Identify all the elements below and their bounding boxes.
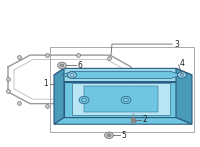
Polygon shape xyxy=(54,68,192,82)
Circle shape xyxy=(124,98,128,102)
Text: 4: 4 xyxy=(180,59,185,69)
Circle shape xyxy=(180,74,184,76)
Polygon shape xyxy=(176,68,192,124)
Circle shape xyxy=(58,62,66,69)
Circle shape xyxy=(121,96,131,104)
Circle shape xyxy=(107,134,111,137)
Circle shape xyxy=(178,72,186,78)
Bar xyxy=(50,47,194,132)
Text: 6: 6 xyxy=(77,61,82,70)
Text: 2: 2 xyxy=(142,115,147,124)
Circle shape xyxy=(79,96,89,104)
Circle shape xyxy=(82,98,86,102)
Polygon shape xyxy=(64,82,176,118)
Circle shape xyxy=(60,64,64,67)
Polygon shape xyxy=(62,71,182,79)
Text: 3: 3 xyxy=(174,40,179,49)
Circle shape xyxy=(70,74,74,76)
Polygon shape xyxy=(84,86,158,112)
Polygon shape xyxy=(54,118,192,124)
Circle shape xyxy=(68,72,76,78)
Polygon shape xyxy=(54,68,64,124)
Text: 5: 5 xyxy=(121,131,126,140)
Text: 1: 1 xyxy=(43,79,48,88)
Circle shape xyxy=(105,132,113,138)
Polygon shape xyxy=(72,83,170,115)
